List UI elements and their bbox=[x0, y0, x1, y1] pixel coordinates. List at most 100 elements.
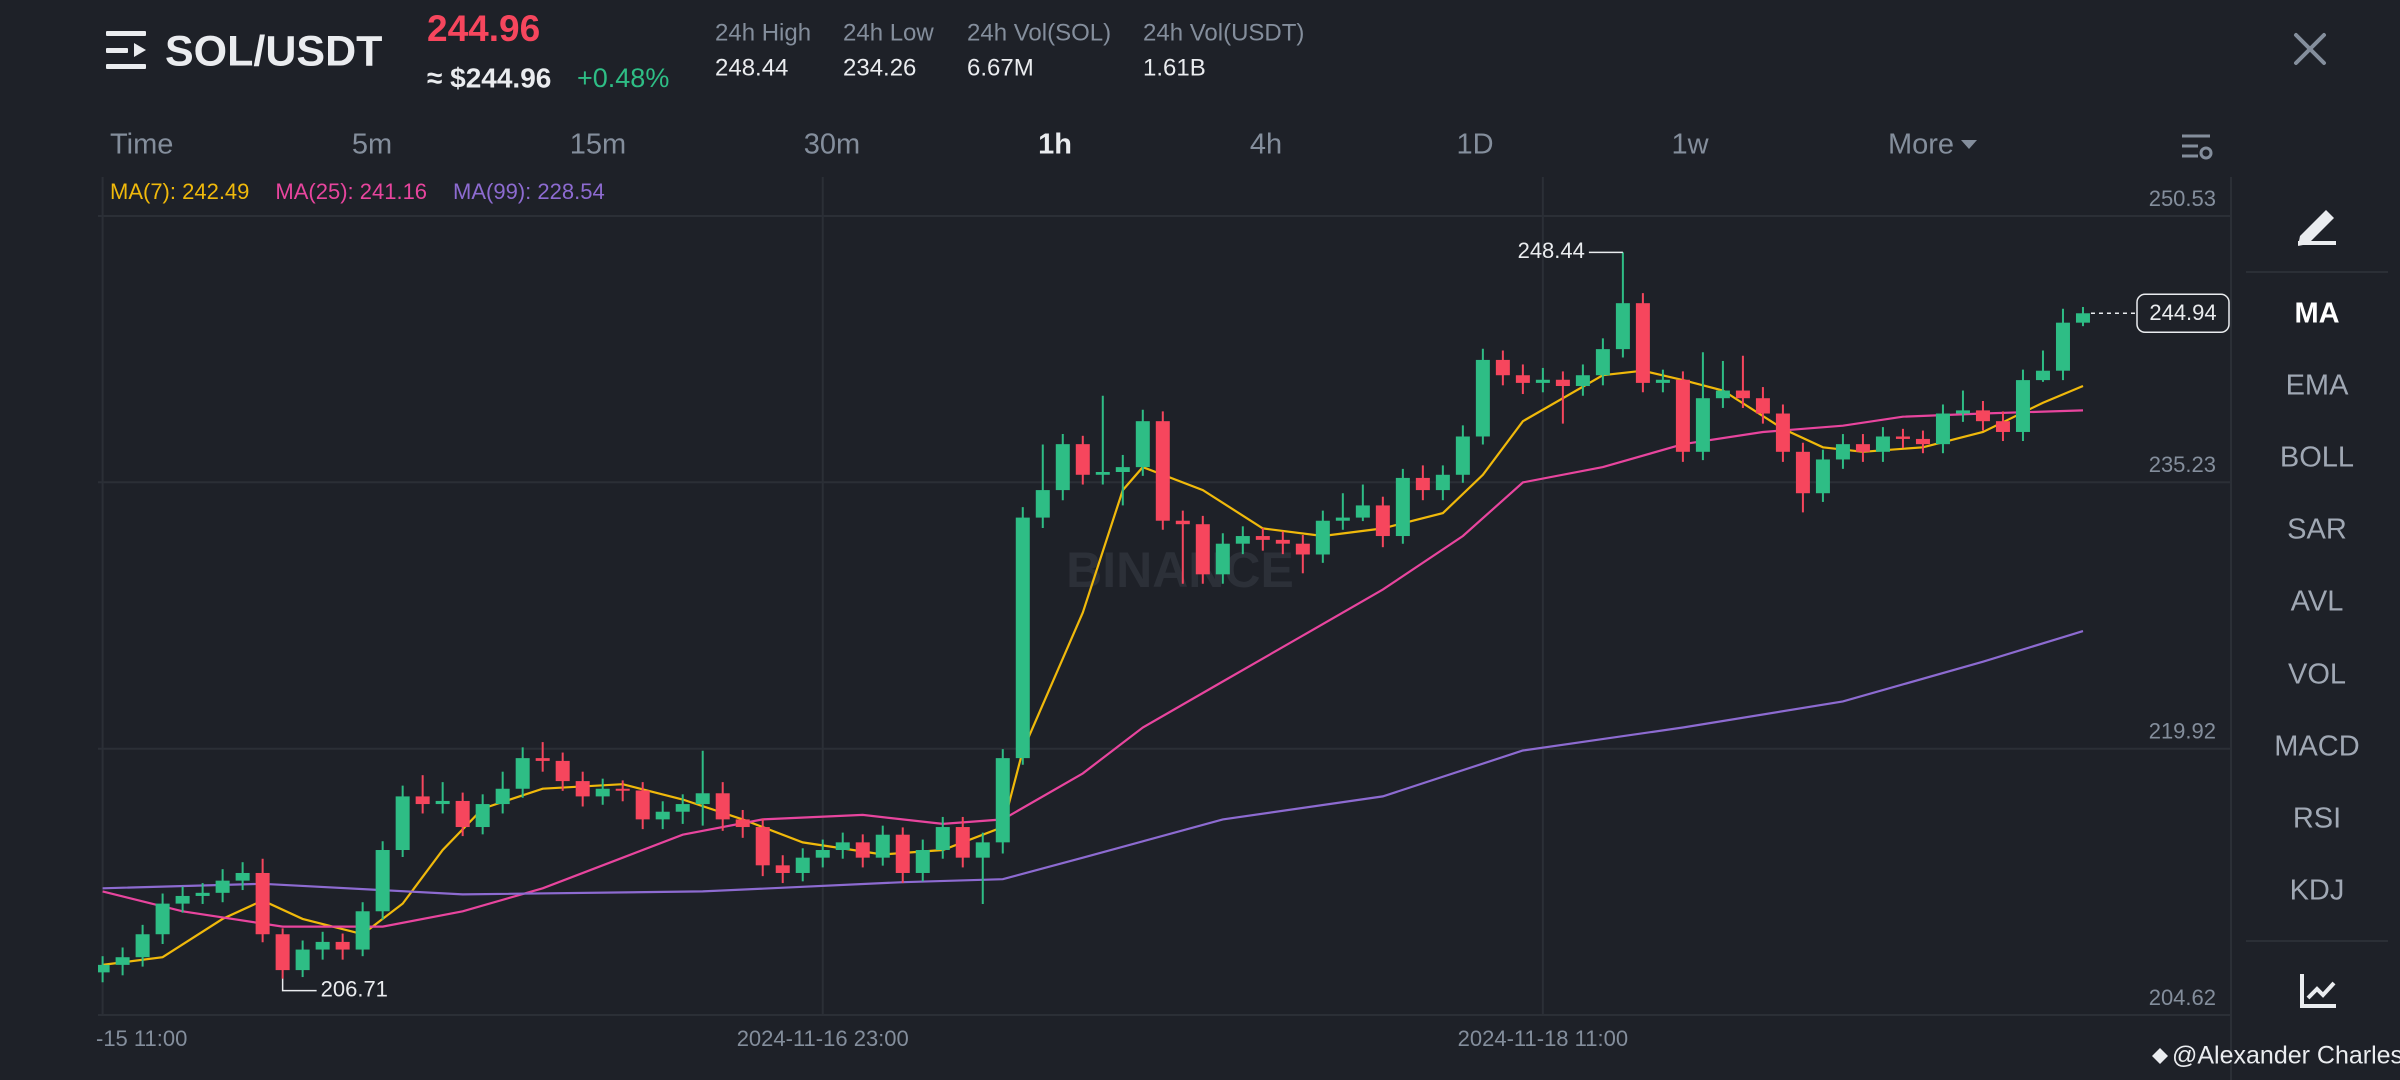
menu-icon[interactable] bbox=[106, 31, 146, 69]
stat-label: 24h Low bbox=[843, 19, 934, 46]
candle-body bbox=[1715, 390, 1730, 399]
candle-body bbox=[1395, 477, 1410, 537]
x-tick-label: 2024-11-18 11:00 bbox=[1458, 1026, 1628, 1051]
candle-body bbox=[135, 934, 150, 958]
last-price: 244.96 bbox=[427, 8, 540, 49]
timeframe-tab[interactable]: 15m bbox=[570, 129, 626, 161]
candle-body bbox=[175, 895, 190, 904]
candle-body bbox=[1735, 390, 1750, 399]
candle-body bbox=[495, 788, 510, 805]
indicator-option[interactable]: VOL bbox=[2288, 659, 2346, 691]
candle-body bbox=[1895, 436, 1910, 439]
high-annotation: 248.44 bbox=[1518, 238, 1585, 263]
candle-body bbox=[1095, 471, 1110, 475]
candle-body bbox=[475, 804, 490, 828]
candle-body bbox=[1575, 375, 1590, 387]
candle-body bbox=[875, 834, 890, 858]
candle-body bbox=[895, 834, 910, 873]
candle-body bbox=[1935, 413, 1950, 445]
candle-body bbox=[1695, 398, 1710, 452]
candle-body bbox=[595, 788, 610, 797]
candle-body bbox=[395, 796, 410, 851]
y-tick-label: 235.23 bbox=[2149, 452, 2216, 477]
candle-body bbox=[815, 850, 830, 858]
candle-body bbox=[1535, 379, 1550, 383]
candle-body bbox=[1275, 539, 1290, 544]
candle-body bbox=[1615, 303, 1630, 350]
candle-body bbox=[2015, 380, 2030, 432]
candle-body bbox=[1835, 444, 1850, 460]
indicator-option[interactable]: BOLL bbox=[2280, 442, 2354, 474]
candle-body bbox=[1435, 474, 1450, 491]
indicator-option[interactable]: MACD bbox=[2274, 731, 2359, 763]
timeframe-tab[interactable]: 5m bbox=[352, 129, 392, 161]
last-price-tag: 244.94 bbox=[2149, 300, 2216, 325]
legend-entry: MA(25): 241.16 bbox=[275, 179, 427, 204]
candle-body bbox=[255, 872, 270, 935]
timeframe-tab[interactable]: 1h bbox=[1038, 129, 1072, 161]
candle-body bbox=[975, 842, 990, 858]
candle-body bbox=[755, 827, 770, 866]
candle-body bbox=[1155, 421, 1170, 521]
timeframe-tab[interactable]: 1D bbox=[1456, 129, 1493, 161]
timeframe-tab[interactable]: 30m bbox=[804, 129, 860, 161]
candle-body bbox=[935, 827, 950, 851]
stat-value: 1.61B bbox=[1143, 54, 1206, 81]
candle-body bbox=[695, 793, 710, 805]
chart-settings-icon[interactable] bbox=[2182, 134, 2213, 160]
candle-body bbox=[1555, 379, 1570, 387]
candle-body bbox=[1315, 520, 1330, 555]
candle-body bbox=[655, 811, 670, 820]
draw-tool-icon[interactable] bbox=[2298, 210, 2336, 246]
indicator-option[interactable]: SAR bbox=[2287, 514, 2347, 546]
candle-body bbox=[715, 793, 730, 820]
candle-body bbox=[1995, 421, 2010, 432]
timeframe-tab[interactable]: More bbox=[1888, 129, 1954, 161]
indicator-option[interactable]: EMA bbox=[2286, 370, 2350, 402]
candle-body bbox=[1075, 444, 1090, 475]
candle-body bbox=[1775, 413, 1790, 452]
close-button[interactable] bbox=[2294, 33, 2326, 65]
timeframe-tab[interactable]: 4h bbox=[1250, 129, 1282, 161]
stat-label: 24h Vol(USDT) bbox=[1143, 19, 1304, 46]
candle-body bbox=[535, 758, 550, 761]
candle-body bbox=[1195, 524, 1210, 575]
candle-body bbox=[315, 941, 330, 950]
candle-body bbox=[295, 949, 310, 971]
candle-body bbox=[1215, 543, 1230, 575]
candle-body bbox=[1915, 438, 1930, 445]
candle-body bbox=[1975, 410, 1990, 422]
candle-body bbox=[1635, 303, 1650, 383]
candle-body bbox=[555, 760, 570, 782]
x-tick-label: -15 11:00 bbox=[96, 1026, 187, 1051]
candle-body bbox=[1135, 421, 1150, 468]
candle-body bbox=[635, 790, 650, 820]
candle-body bbox=[1655, 379, 1670, 383]
indicator-option[interactable]: AVL bbox=[2291, 586, 2344, 618]
candle-body bbox=[835, 842, 850, 851]
timeframe-tab[interactable]: 1w bbox=[1671, 129, 1709, 161]
candle-body bbox=[1015, 517, 1030, 759]
candle-body bbox=[195, 892, 210, 896]
indicator-option[interactable]: RSI bbox=[2293, 803, 2341, 835]
candle-body bbox=[1415, 477, 1430, 491]
legend-entry: MA(99): 228.54 bbox=[453, 179, 605, 204]
indicator-option[interactable]: MA bbox=[2294, 298, 2339, 330]
timeframe-tab[interactable]: Time bbox=[110, 129, 173, 161]
candle-body bbox=[1815, 459, 1830, 494]
low-annotation: 206.71 bbox=[321, 976, 388, 1001]
candle-body bbox=[675, 804, 690, 812]
candle-body bbox=[1955, 410, 1970, 414]
candle-body bbox=[1255, 536, 1270, 540]
candle-body bbox=[215, 880, 230, 893]
price-usd: ≈ $244.96 bbox=[427, 62, 551, 93]
footer-credit: @Alexander Charles bbox=[2172, 1042, 2400, 1070]
y-tick-label: 250.53 bbox=[2149, 186, 2216, 211]
indicator-chart-icon[interactable] bbox=[2300, 974, 2336, 1008]
indicator-option[interactable]: KDJ bbox=[2290, 875, 2345, 907]
candle-body bbox=[1875, 436, 1890, 452]
candle-body bbox=[1235, 536, 1250, 544]
candle-body bbox=[995, 758, 1010, 843]
